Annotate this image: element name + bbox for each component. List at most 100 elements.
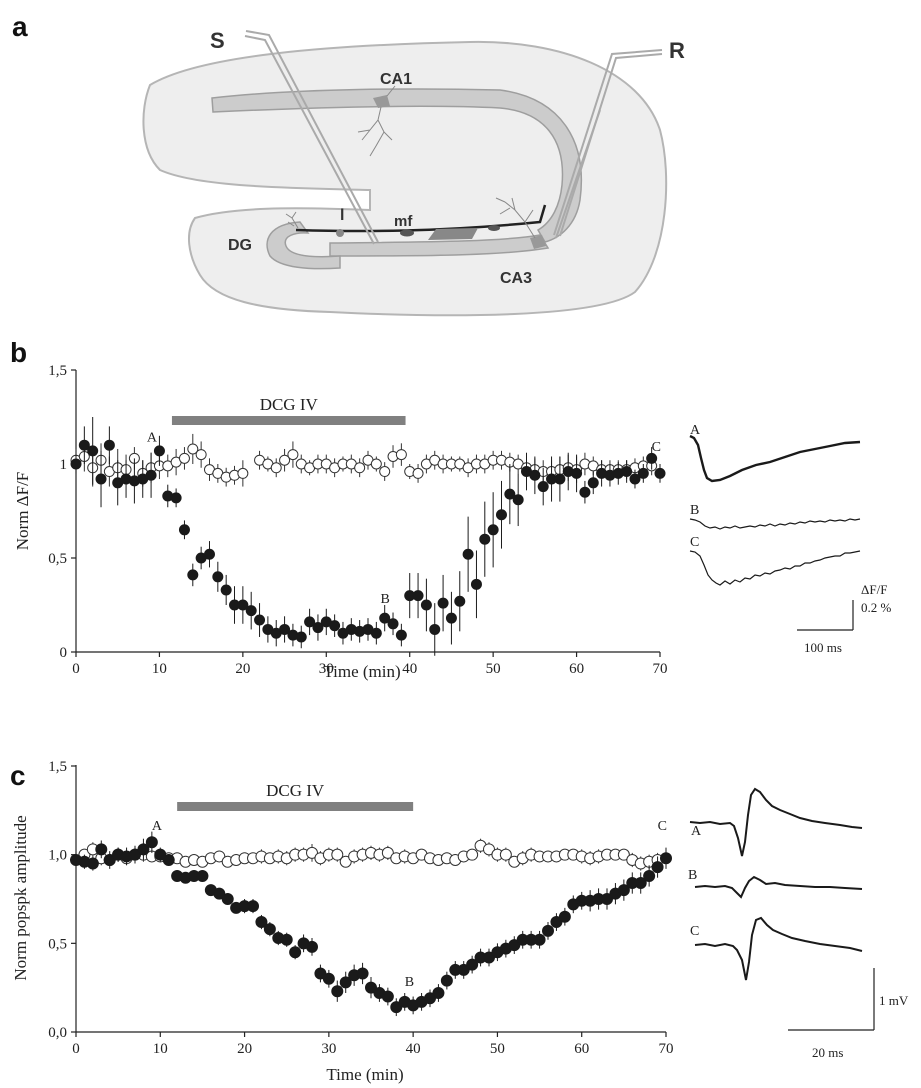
data-point-open <box>237 467 249 479</box>
y-axis-title-c: Norm popspk amplitude <box>11 815 30 980</box>
data-point-filled <box>314 967 327 980</box>
drug-bar-c <box>177 802 414 811</box>
l-label: l <box>340 207 344 224</box>
data-point-open <box>466 848 479 861</box>
data-point-filled <box>470 578 482 590</box>
x-tick-label: 0 <box>72 1041 80 1057</box>
data-point-open <box>187 443 199 455</box>
data-point-open <box>331 848 344 861</box>
data-point-filled <box>145 836 158 849</box>
trace-label-c-b: B <box>688 868 697 883</box>
data-point-open <box>412 467 424 479</box>
mossy-fiber-pathway <box>295 204 547 233</box>
y-tick-label: 0 <box>60 645 68 661</box>
data-point-filled <box>558 910 571 923</box>
scale-label-b-2: 0.2 % <box>861 600 892 615</box>
data-point-filled <box>187 569 199 581</box>
point-label: A <box>147 430 158 445</box>
data-point-filled <box>245 605 257 617</box>
trace-b-a <box>689 434 861 483</box>
data-point-open <box>270 462 282 474</box>
data-point-filled <box>660 852 672 865</box>
data-point-filled <box>212 571 224 583</box>
data-point-open <box>370 458 382 470</box>
x-tick-label: 30 <box>319 661 334 677</box>
data-point-filled <box>154 848 167 861</box>
panel-label-a: a <box>12 11 28 42</box>
data-point-filled <box>95 843 108 856</box>
point-labels-c: A B C <box>152 819 667 990</box>
data-point-filled <box>178 524 190 536</box>
data-point-filled <box>356 967 369 980</box>
ca3-pyramidal-neuron <box>530 235 546 249</box>
plot-b: 0 10 20 30 40 50 60 70 0 0,5 1 1,5 DCG IV A B C Time … <box>13 363 668 681</box>
data-point-filled <box>289 946 302 959</box>
data-point-open <box>483 843 495 856</box>
drug-label-c: DCG IV <box>266 781 325 800</box>
data-point-filled <box>587 477 599 489</box>
x-tick-label: 50 <box>490 1041 505 1057</box>
data-point-filled <box>295 631 307 643</box>
data-point-filled <box>643 869 656 882</box>
drug-label-b: DCG IV <box>260 395 319 414</box>
x-tick-label: 0 <box>72 661 80 677</box>
data-point-filled <box>153 445 165 457</box>
data-point-filled <box>331 985 344 998</box>
data-point-filled <box>529 469 541 481</box>
data-point-open <box>395 449 407 461</box>
data-point-filled <box>390 1001 403 1014</box>
data-point-filled <box>579 486 591 498</box>
data-point-filled <box>487 524 499 536</box>
data-point-filled <box>304 616 316 628</box>
data-point-filled <box>637 467 649 479</box>
ca3-pyramidal-layer <box>329 234 550 257</box>
scale-label-c-y: 1 mV <box>879 993 909 1008</box>
scale-label-b-1: ΔF/F <box>861 582 887 597</box>
data-point-filled <box>162 853 175 866</box>
data-point-filled <box>395 629 407 641</box>
trace-c-c <box>694 916 863 981</box>
point-label: A <box>152 819 163 834</box>
y-tick-label: 1 <box>60 457 68 473</box>
y-tick-label: 0,5 <box>48 551 67 567</box>
x-axis-title-b: Time (min) <box>323 662 400 681</box>
data-point-filled <box>70 458 82 470</box>
y-tick-label: 1,5 <box>48 363 67 379</box>
data-point-filled <box>412 590 424 602</box>
data-point-open <box>499 848 512 861</box>
data-point-filled <box>646 452 658 464</box>
data-point-filled <box>220 584 232 596</box>
point-label: C <box>658 819 667 834</box>
data-point-filled <box>170 492 182 504</box>
ca1-pyramidal-neuron <box>373 95 390 108</box>
trace-b-b <box>689 518 861 530</box>
trace-b-c <box>689 550 861 586</box>
y-tick-label: 1,5 <box>48 759 67 775</box>
data-point-filled <box>306 940 318 953</box>
data-point-filled <box>651 861 664 874</box>
data-point-filled <box>339 976 352 989</box>
data-point-filled <box>137 843 150 856</box>
ca1-label: CA1 <box>380 71 412 88</box>
point-labels-b: A B C <box>147 430 661 607</box>
point-label: B <box>381 592 390 607</box>
data-point-filled <box>479 533 491 545</box>
scale-label-c-x: 20 ms <box>812 1045 843 1060</box>
data-point-filled <box>440 974 453 987</box>
data-point-filled <box>483 951 495 964</box>
trace-label-b-a: A <box>690 423 701 438</box>
data-point-filled <box>437 597 449 609</box>
data-point-filled <box>424 992 436 1005</box>
traces-c: A B C 1 mV 20 ms <box>688 787 909 1060</box>
x-tick-label: 30 <box>321 1041 336 1057</box>
stimulating-electrode <box>244 30 379 245</box>
data-point-filled <box>237 599 249 611</box>
data-point-filled <box>87 445 99 457</box>
point-label: C <box>652 440 661 455</box>
point-label: B <box>405 975 414 990</box>
data-point-filled <box>145 469 157 481</box>
trace-c-a <box>689 787 863 857</box>
data-point-filled <box>634 877 647 890</box>
data-point-filled <box>445 612 457 624</box>
mossy-fiber-bouton-3 <box>488 225 500 231</box>
